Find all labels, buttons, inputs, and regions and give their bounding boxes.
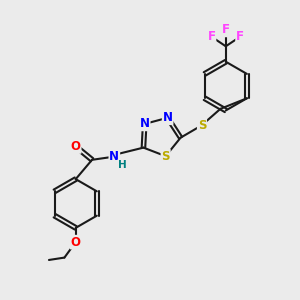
Text: N: N [109,150,119,163]
Text: F: F [236,30,244,43]
Text: O: O [71,236,81,249]
Text: O: O [71,140,81,153]
Text: N: N [140,117,150,130]
Text: S: S [161,150,170,163]
Text: F: F [208,30,215,43]
Text: S: S [198,119,206,132]
Text: N: N [163,111,172,124]
Text: F: F [222,23,230,36]
Text: H: H [118,160,127,170]
